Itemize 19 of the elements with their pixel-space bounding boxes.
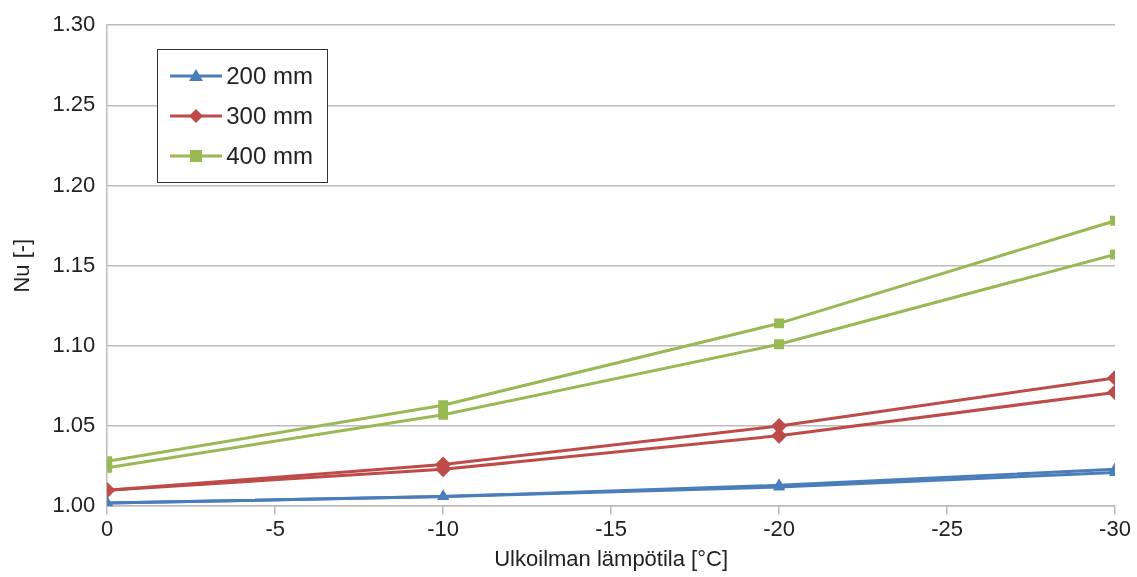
x-axis-title: Ulkoilman lämpötila [°C] <box>494 545 728 571</box>
y-tick-label: 1.00 <box>52 492 96 518</box>
y-tick-label: 1.25 <box>52 91 96 117</box>
x-tick-label: -15 <box>595 516 628 542</box>
legend-label: 400 mm <box>226 142 313 171</box>
x-tick-label: -10 <box>427 516 460 542</box>
x-tick-label: -30 <box>1099 516 1131 542</box>
x-tick-label: -5 <box>265 516 285 542</box>
y-tick-label: 1.15 <box>52 251 96 277</box>
y-tick-label: 1.20 <box>52 171 96 197</box>
legend-label: 200 mm <box>226 62 313 91</box>
x-tick-label: 0 <box>101 516 114 542</box>
x-tick-label: -25 <box>931 516 963 542</box>
y-tick-label: 1.10 <box>52 331 96 357</box>
y-tick-label: 1.05 <box>52 412 96 438</box>
y-axis-title: Nu [-] <box>9 238 35 293</box>
y-tick-label: 1.30 <box>52 11 96 37</box>
x-tick-label: -20 <box>763 516 795 542</box>
legend-label: 300 mm <box>226 102 313 131</box>
